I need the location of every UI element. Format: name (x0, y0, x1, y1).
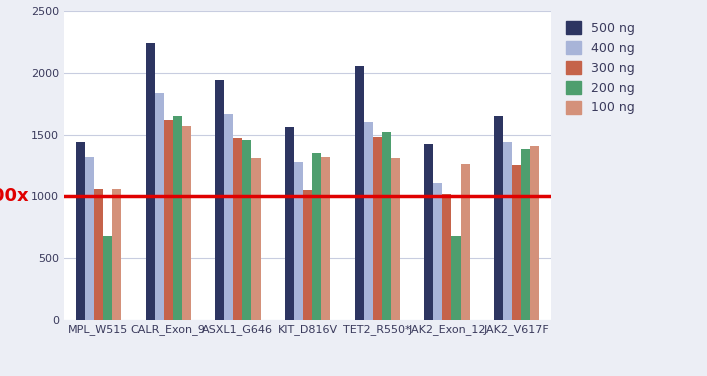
Bar (85, 157, 94, 320)
Bar (503, 142, 512, 320)
Bar (321, 157, 330, 320)
Bar (363, 122, 373, 320)
Bar (163, 120, 173, 320)
Bar (243, 139, 252, 320)
Bar (182, 126, 191, 320)
Bar (382, 132, 391, 320)
Bar (215, 80, 224, 320)
Bar (112, 189, 121, 320)
Bar (312, 153, 321, 320)
Bar (233, 138, 243, 320)
Bar (433, 183, 443, 320)
Legend: 500 ng, 400 ng, 300 ng, 200 ng, 100 ng: 500 ng, 400 ng, 300 ng, 200 ng, 100 ng (563, 18, 639, 118)
Bar (521, 149, 530, 320)
Bar (103, 236, 112, 320)
Bar (452, 236, 460, 320)
Bar (424, 144, 433, 320)
Bar (224, 114, 233, 320)
Bar (530, 146, 539, 320)
Bar (355, 65, 363, 320)
Bar (94, 189, 103, 320)
Bar (443, 194, 452, 320)
Bar (252, 158, 260, 320)
Bar (155, 92, 163, 320)
Bar (460, 164, 469, 320)
Bar (373, 137, 382, 320)
Bar (146, 43, 155, 320)
Bar (285, 127, 294, 320)
Bar (76, 142, 85, 320)
Text: 1000x: 1000x (0, 187, 30, 205)
Bar (294, 162, 303, 320)
Bar (512, 165, 521, 320)
Bar (391, 158, 400, 320)
Bar (173, 116, 182, 320)
Bar (494, 116, 503, 320)
Bar (303, 190, 312, 320)
